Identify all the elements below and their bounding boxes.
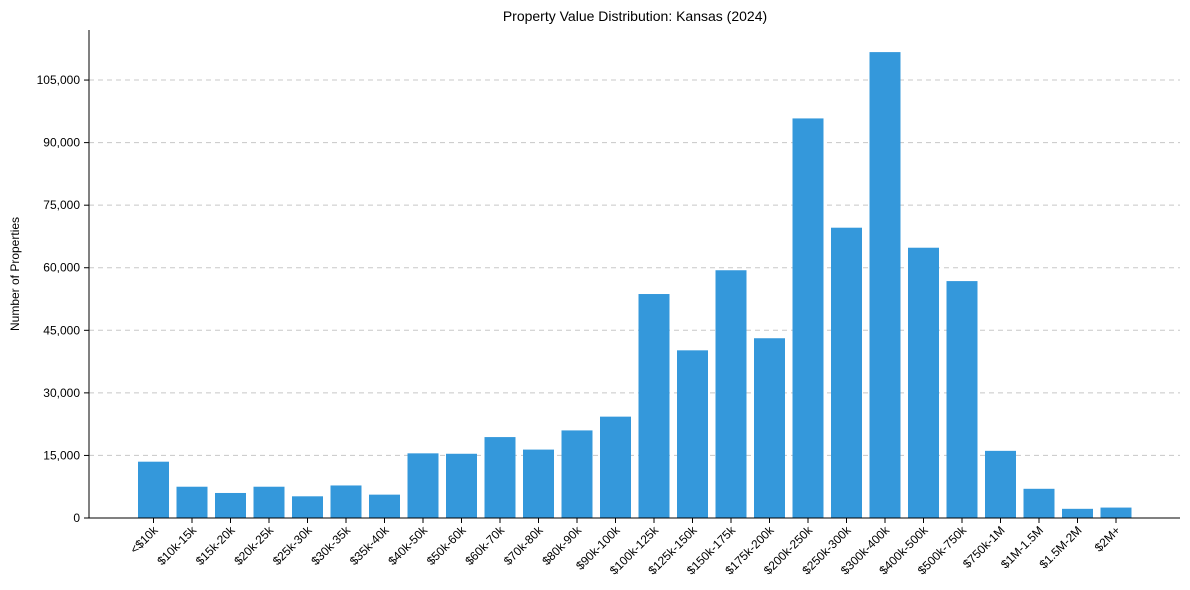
gridlines xyxy=(89,79,1180,456)
x-tick-label: $50k-60k xyxy=(424,523,470,569)
bar xyxy=(1100,507,1132,518)
x-tick-label: $1.5M-2M xyxy=(1037,523,1085,571)
bar xyxy=(561,430,593,518)
y-axis-ticks: 0 15,000 30,000 45,000 60,000 75,000 90,000 105… xyxy=(37,73,89,525)
x-tick-label: $40k-50k xyxy=(385,523,431,569)
y-tick-label: 15,000 xyxy=(43,448,80,462)
bar xyxy=(638,294,670,518)
bar xyxy=(523,449,554,518)
x-tick-label: $2M+ xyxy=(1092,523,1123,554)
x-tick-label: $60k-70k xyxy=(462,523,508,569)
y-tick-label: 90,000 xyxy=(43,136,80,150)
bar xyxy=(138,461,169,518)
bar xyxy=(407,453,439,518)
bar xyxy=(908,247,939,518)
bar xyxy=(677,350,708,518)
y-tick-label: 60,000 xyxy=(43,261,80,275)
bar xyxy=(985,450,1016,518)
x-tick-label: $30k-35k xyxy=(308,523,354,569)
bar xyxy=(1023,488,1055,518)
bar xyxy=(831,227,862,518)
bar xyxy=(253,486,285,518)
x-tick-label: $35k-40k xyxy=(347,523,393,569)
bar xyxy=(215,492,246,518)
bar xyxy=(292,496,323,518)
bar xyxy=(754,338,785,518)
y-tick-label: 0 xyxy=(73,511,80,525)
y-axis-label: Number of Properties xyxy=(8,217,22,331)
bar xyxy=(946,281,978,518)
x-tick-label: <$10k xyxy=(127,523,161,557)
bar xyxy=(369,494,400,518)
bars xyxy=(138,52,1132,518)
y-tick-label: 75,000 xyxy=(43,198,80,212)
x-axis-ticks: <$10k$10k-15k$15k-20k$20k-25k$25k-30k$30… xyxy=(127,518,1123,577)
bar xyxy=(176,486,208,518)
x-tick-label: $70k-80k xyxy=(501,523,547,569)
bar xyxy=(715,270,747,518)
y-tick-label: 105,000 xyxy=(37,73,81,87)
bar xyxy=(792,118,824,518)
y-tick-label: 45,000 xyxy=(43,323,80,337)
bar xyxy=(446,453,477,518)
x-tick-label: $15k-20k xyxy=(193,523,239,569)
x-tick-label: $10k-15k xyxy=(154,523,200,569)
bar xyxy=(330,485,362,518)
y-tick-label: 30,000 xyxy=(43,386,80,400)
x-tick-label: $20k-25k xyxy=(231,523,277,569)
bar xyxy=(600,416,631,518)
x-tick-label: $25k-30k xyxy=(270,523,316,569)
bar xyxy=(869,52,901,518)
bar xyxy=(484,437,516,518)
bar xyxy=(1062,508,1093,518)
chart-title: Property Value Distribution: Kansas (202… xyxy=(503,8,767,24)
